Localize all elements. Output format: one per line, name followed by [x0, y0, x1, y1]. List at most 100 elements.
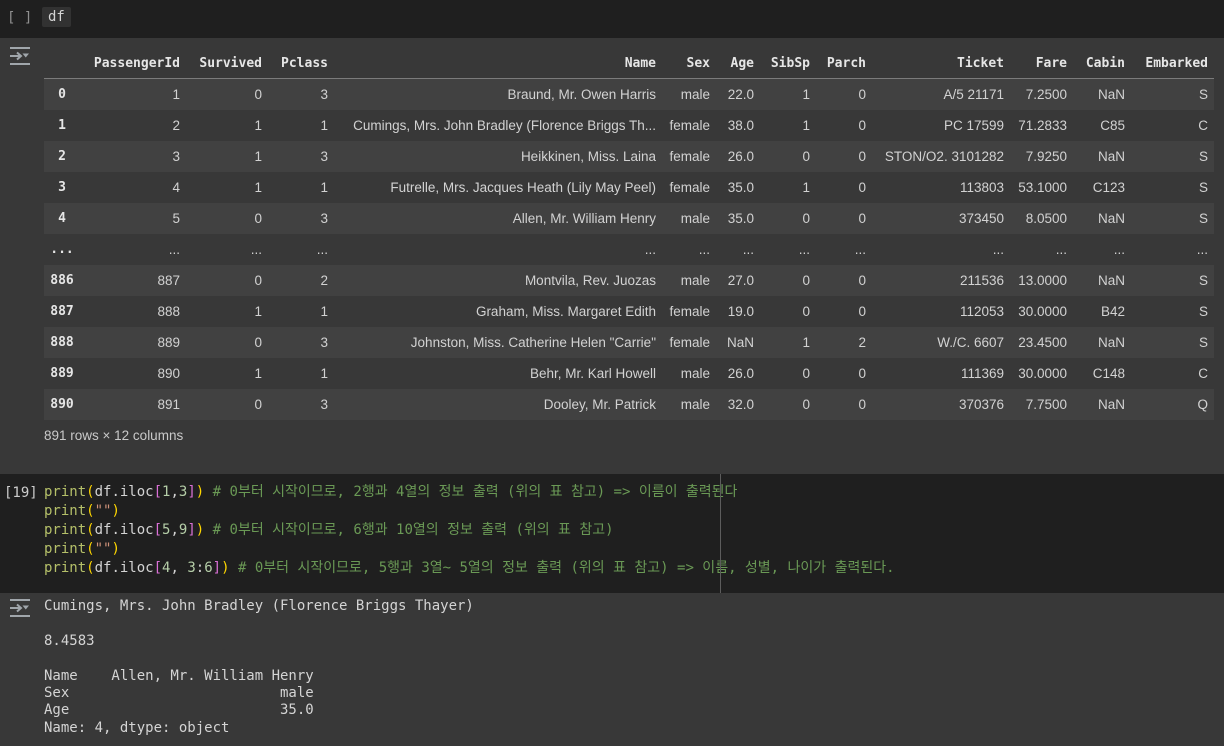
cell-run-prompt[interactable]: [ ]: [7, 10, 33, 26]
table-cell: NaN: [1097, 397, 1125, 412]
table-cell: 1: [254, 118, 262, 133]
code-cell-df: [ ] df: [0, 0, 1224, 38]
table-cell: 3: [320, 335, 328, 350]
code-line[interactable]: print(df.iloc[1,3]) # 0부터 시작이므로, 2행과 4열의…: [44, 483, 1224, 502]
table-cell: 0: [858, 304, 866, 319]
code-token-fn: print: [44, 503, 87, 519]
code-token-fn: print: [44, 560, 87, 576]
table-cell: C148: [1092, 366, 1125, 381]
column-header: Ticket: [866, 48, 1004, 79]
dataframe-output-area: PassengerId Survived Pclass Name Sex Age SibSp…: [0, 38, 1224, 474]
table-cell: Futrelle, Mrs. Jacques Heath (Lily May P…: [390, 180, 656, 195]
table-row: 886 887 0 2 Montvila, Rev. Juozas male 27.0 0 0 2…: [44, 265, 1214, 296]
table-cell: 8.0500: [1025, 211, 1067, 226]
table-cell: 0: [858, 397, 866, 412]
code-token-br1: (: [86, 560, 95, 576]
code-token-br1: (: [86, 484, 95, 500]
code-token-fn: print: [44, 484, 87, 500]
table-cell: STON/O2. 3101282: [884, 149, 1004, 164]
table-cell: C123: [1092, 180, 1125, 195]
table-cell: 35.0: [727, 211, 754, 226]
code-token-num: 9: [178, 522, 188, 538]
code-text-df[interactable]: df: [42, 7, 71, 27]
table-cell: 0: [254, 335, 262, 350]
table-cell: NaN: [1097, 87, 1125, 102]
table-cell: Graham, Miss. Margaret Edith: [475, 304, 656, 319]
code-token-str: "": [94, 503, 112, 519]
table-row: 4 5 0 3 Allen, Mr. William Henry male 35.0 0 0 37…: [44, 203, 1214, 234]
table-cell: female: [669, 180, 710, 195]
code-token-num: 1: [162, 484, 171, 500]
table-row: 2 3 1 3 Heikkinen, Miss. Laina female 26.0 0 0 ST…: [44, 141, 1214, 172]
code-token-br1: ): [195, 522, 205, 538]
table-cell: PC 17599: [943, 118, 1004, 133]
row-index: ...: [50, 242, 74, 257]
output-toggle-icon[interactable]: [8, 598, 32, 618]
column-header: Pclass: [262, 48, 328, 79]
table-cell: male: [680, 366, 710, 381]
code-token-com: # 0부터 시작이므로, 6행과 10열의 정보 출력 (위의 표 참고): [212, 522, 614, 538]
table-cell: 2: [172, 118, 180, 133]
code-token-num: 3: [178, 484, 188, 500]
column-header: SibSp: [754, 48, 810, 79]
table-cell: S: [1198, 273, 1208, 288]
table-cell: Behr, Mr. Karl Howell: [529, 366, 656, 381]
row-index: 888: [50, 335, 74, 350]
output-toggle-icon[interactable]: [8, 46, 32, 66]
table-cell: ...: [1055, 242, 1067, 257]
table-header: PassengerId Survived Pclass Name Sex Age SibSp…: [44, 48, 1214, 79]
table-cell: ...: [1113, 242, 1125, 257]
table-cell: NaN: [1097, 335, 1125, 350]
table-cell: 0: [858, 211, 866, 226]
code-editor[interactable]: print(df.iloc[1,3]) # 0부터 시작이므로, 2행과 4열의…: [44, 483, 1224, 578]
table-cell: ...: [798, 242, 810, 257]
table-cell: 35.0: [727, 180, 754, 195]
table-cell: 0: [858, 87, 866, 102]
row-index: 890: [50, 397, 74, 412]
code-line[interactable]: print(df.iloc[4, 3:6]) # 0부터 시작이므로, 5행과 …: [44, 559, 1224, 578]
table-row: 887 888 1 1 Graham, Miss. Margaret Edith fema…: [44, 296, 1214, 327]
table-cell: 1: [802, 180, 810, 195]
code-token-num: 5: [162, 522, 171, 538]
table-cell: S: [1198, 304, 1208, 319]
table-cell: C85: [1100, 118, 1125, 133]
table-cell: 0: [802, 397, 810, 412]
code-token-br2: [: [153, 522, 163, 538]
table-cell: 3: [320, 211, 328, 226]
column-header: Sex: [656, 48, 710, 79]
table-cell: ...: [316, 242, 328, 257]
table-cell: 111369: [960, 366, 1004, 381]
column-header: Fare: [1004, 48, 1067, 79]
row-index: 3: [58, 180, 66, 195]
table-cell: female: [669, 335, 710, 350]
table-cell: ...: [698, 242, 710, 257]
table-cell: 13.0000: [1018, 273, 1067, 288]
table-cell: ...: [250, 242, 262, 257]
code-line[interactable]: print(df.iloc[5,9]) # 0부터 시작이므로, 6행과 10열…: [44, 521, 1224, 540]
column-ruler: [720, 474, 721, 593]
table-cell: 0: [254, 273, 262, 288]
table-cell: 71.2833: [1018, 118, 1067, 133]
code-token-com: # 0부터 시작이므로, 2행과 4열의 정보 출력 (위의 표 참고) => …: [212, 484, 738, 500]
code-line[interactable]: print(""): [44, 502, 1224, 521]
table-cell: male: [680, 87, 710, 102]
code-token-br1: (: [86, 503, 95, 519]
table-cell: 23.4500: [1018, 335, 1067, 350]
table-cell: B42: [1100, 304, 1125, 319]
code-token-fn: print: [44, 522, 87, 538]
table-cell: male: [680, 397, 710, 412]
column-header: Survived: [180, 48, 262, 79]
column-header: Name: [328, 48, 656, 79]
table-cell: 2: [320, 273, 328, 288]
table-cell: 2: [858, 335, 866, 350]
code-token-str: "": [94, 541, 112, 557]
code-line[interactable]: print(""): [44, 540, 1224, 559]
table-cell: 26.0: [727, 149, 754, 164]
table-cell: S: [1198, 180, 1208, 195]
code-token-pl: ,: [170, 484, 179, 500]
code-token-br1: ): [195, 484, 205, 500]
table-cell: 1: [254, 180, 262, 195]
code-token-fn: print: [44, 541, 87, 557]
code-token-br2: ]: [187, 522, 196, 538]
table-cell: A/5 21171: [943, 87, 1004, 102]
